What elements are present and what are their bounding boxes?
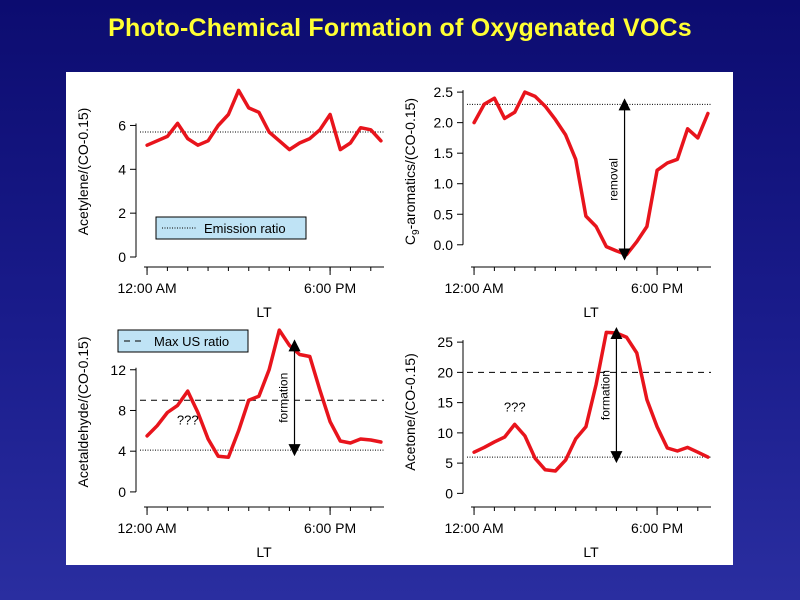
- y-tick-label: 6: [118, 117, 126, 133]
- y-tick-label: 1.0: [434, 176, 454, 192]
- y-tick-label: 0.0: [434, 237, 454, 253]
- y-tick-label: 0: [445, 485, 453, 501]
- y-tick-label: 15: [437, 395, 453, 411]
- y-tick-label: 0: [118, 249, 126, 265]
- y-tick-label: 12: [110, 362, 126, 378]
- annotation-formation: formation: [598, 370, 612, 420]
- x-axis-label: LT: [583, 304, 599, 320]
- x-axis-label: LT: [256, 304, 272, 320]
- chart-panel: 0 2 4 6 12:00 AM 6:00 PM LT Acetylene/(CO-0.15)…: [66, 72, 733, 565]
- x-axis-label: LT: [583, 544, 599, 560]
- y-tick-label: 2.0: [434, 115, 454, 131]
- x-axis-label: LT: [256, 544, 272, 560]
- chart-c9-aromatics: 0.0 0.5 1.0 1.5 2.0 2.5 12:00 AM 6:00 PM LT C9-ar…: [402, 84, 711, 320]
- x-tick-label: 6:00 PM: [631, 280, 683, 296]
- y-axis-label: Acetaldehyde/(CO-0.15): [75, 337, 91, 488]
- y-tick-label: 2.5: [434, 84, 454, 100]
- y-axis-label: C9-aromatics/(CO-0.15): [402, 98, 422, 245]
- y-tick-label: 1.5: [434, 145, 454, 161]
- y-tick-label: 4: [118, 443, 126, 459]
- legend-label: Max US ratio: [154, 334, 229, 349]
- series-line: [472, 90, 710, 257]
- y-tick-label: 4: [118, 161, 126, 177]
- legend-label: Emission ratio: [204, 221, 286, 236]
- series-line: [472, 330, 710, 473]
- x-tick-label: 12:00 AM: [444, 520, 503, 536]
- series-line: [145, 328, 383, 460]
- y-tick-label: 5: [445, 455, 453, 471]
- legend-box: [117, 329, 249, 353]
- x-tick-label: 6:00 PM: [304, 520, 356, 536]
- annotation-question: ???: [177, 413, 199, 428]
- chart-acetone: 0 5 10 15 20 25 12:00 AM 6:00 PM LT Acetone/(CO-0…: [402, 327, 711, 560]
- x-tick-label: 12:00 AM: [117, 280, 176, 296]
- y-tick-label: 10: [437, 425, 453, 441]
- annotation-removal: removal: [607, 158, 621, 201]
- slide-title: Photo-Chemical Formation of Oxygenated V…: [108, 14, 692, 42]
- annotation-formation: formation: [277, 373, 291, 423]
- y-tick-label: 0.5: [434, 206, 454, 222]
- series-line: [145, 88, 383, 152]
- x-tick-label: 6:00 PM: [631, 520, 683, 536]
- y-axis-label: Acetone/(CO-0.15): [402, 353, 418, 471]
- y-tick-label: 2: [118, 205, 126, 221]
- legend-box: [155, 216, 307, 240]
- chart-acetaldehyde: 0 4 8 12 12:00 AM 6:00 PM LT Acetaldehyde/(CO-0…: [75, 328, 384, 560]
- y-tick-label: 25: [437, 334, 453, 350]
- annotation-question: ???: [504, 400, 526, 415]
- x-tick-label: 12:00 AM: [444, 280, 503, 296]
- chart-acetylene: 0 2 4 6 12:00 AM 6:00 PM LT Acetylene/(CO-0.15)…: [75, 88, 384, 320]
- y-tick-label: 0: [118, 484, 126, 500]
- y-axis-label: Acetylene/(CO-0.15): [75, 108, 91, 236]
- y-tick-label: 8: [118, 402, 126, 418]
- x-tick-label: 6:00 PM: [304, 280, 356, 296]
- x-tick-label: 12:00 AM: [117, 520, 176, 536]
- charts-svg: 0 2 4 6 12:00 AM 6:00 PM LT Acetylene/(CO-0.15)…: [75, 84, 711, 560]
- y-tick-label: 20: [437, 364, 453, 380]
